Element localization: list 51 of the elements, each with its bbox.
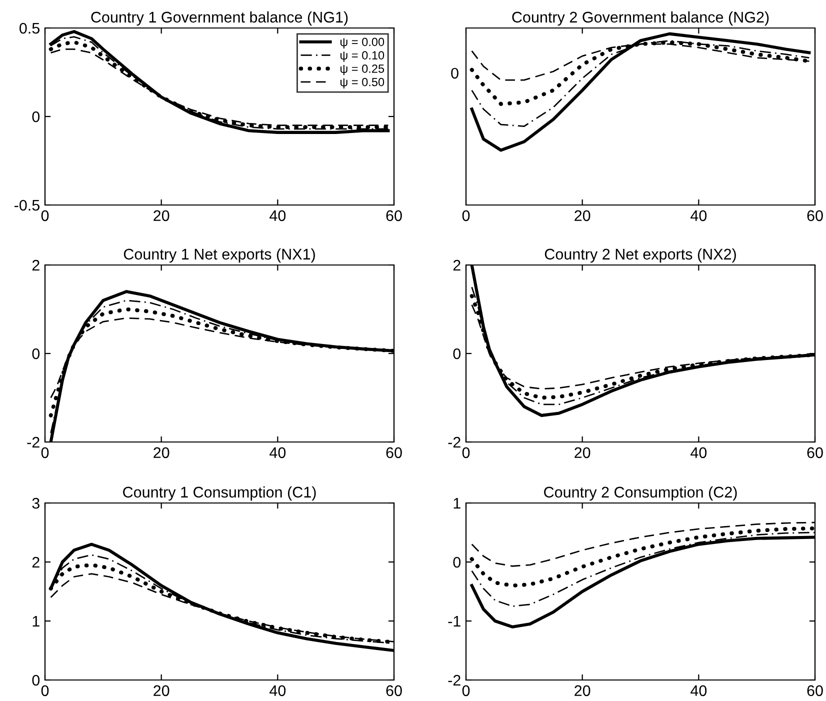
y-tick-label: 3 <box>32 498 40 509</box>
y-tick-label: -1 <box>448 616 460 627</box>
x-tick-label: 40 <box>270 447 286 458</box>
x-tick-label: 60 <box>386 685 402 696</box>
y-tick-label: 2 <box>32 260 40 271</box>
y-tick-label: 1 <box>454 498 460 509</box>
y-tick-label: 0.5 <box>20 22 40 34</box>
y-tick-label: 0 <box>32 111 40 122</box>
x-tick-label: 0 <box>462 447 470 458</box>
y-tick-label: -2 <box>27 436 40 448</box>
chart-title: Country 2 Consumption (C2) <box>544 486 737 501</box>
legend-label: ψ = 0.00 <box>340 38 384 48</box>
chart-title: Country 2 Government balance (NG2) <box>512 11 769 26</box>
x-tick-label: 60 <box>386 447 402 458</box>
x-tick-label: 60 <box>386 210 402 222</box>
legend-label: ψ = 0.10 <box>340 51 384 62</box>
x-tick-label: 60 <box>807 210 823 222</box>
x-tick-label: 0 <box>41 685 49 696</box>
legend-label: ψ = 0.50 <box>340 78 384 89</box>
y-tick-label: 0 <box>453 348 461 360</box>
chart-title: Country 1 Government balance (NG1) <box>91 11 348 26</box>
y-tick-label: -0.5 <box>14 200 40 211</box>
x-tick-label: 40 <box>690 447 707 458</box>
chart-title: Country 1 Net exports (NX1) <box>124 248 315 263</box>
x-tick-label: 20 <box>154 210 170 222</box>
x-tick-label: 20 <box>154 447 170 458</box>
x-tick-label: 20 <box>574 210 590 222</box>
y-tick-label: 0 <box>32 348 40 360</box>
y-tick-label: 0 <box>32 674 40 686</box>
x-tick-label: 60 <box>807 685 823 696</box>
x-tick-label: 20 <box>574 447 590 458</box>
chart-title: Country 2 Net exports (NX2) <box>544 248 736 263</box>
x-tick-label: 20 <box>154 685 170 696</box>
y-tick-label: -2 <box>448 674 460 686</box>
x-tick-label: 20 <box>574 685 590 696</box>
y-tick-label: -2 <box>448 436 460 448</box>
x-tick-label: 40 <box>270 210 286 222</box>
x-tick-label: 40 <box>270 685 286 696</box>
y-tick-label: 1 <box>32 616 40 627</box>
x-tick-label: 0 <box>41 210 49 222</box>
y-tick-label: 0 <box>453 556 461 568</box>
x-tick-label: 40 <box>690 685 707 696</box>
y-tick-label: 2 <box>453 260 460 271</box>
x-tick-label: 40 <box>690 210 707 222</box>
chart-title: Country 1 Consumption (C1) <box>123 486 316 501</box>
x-tick-label: 0 <box>41 447 49 458</box>
y-tick-label: 2 <box>32 556 40 568</box>
legend-label: ψ = 0.25 <box>340 64 384 76</box>
x-tick-label: 60 <box>807 447 823 458</box>
x-tick-label: 0 <box>462 210 470 222</box>
x-tick-label: 0 <box>462 685 470 696</box>
